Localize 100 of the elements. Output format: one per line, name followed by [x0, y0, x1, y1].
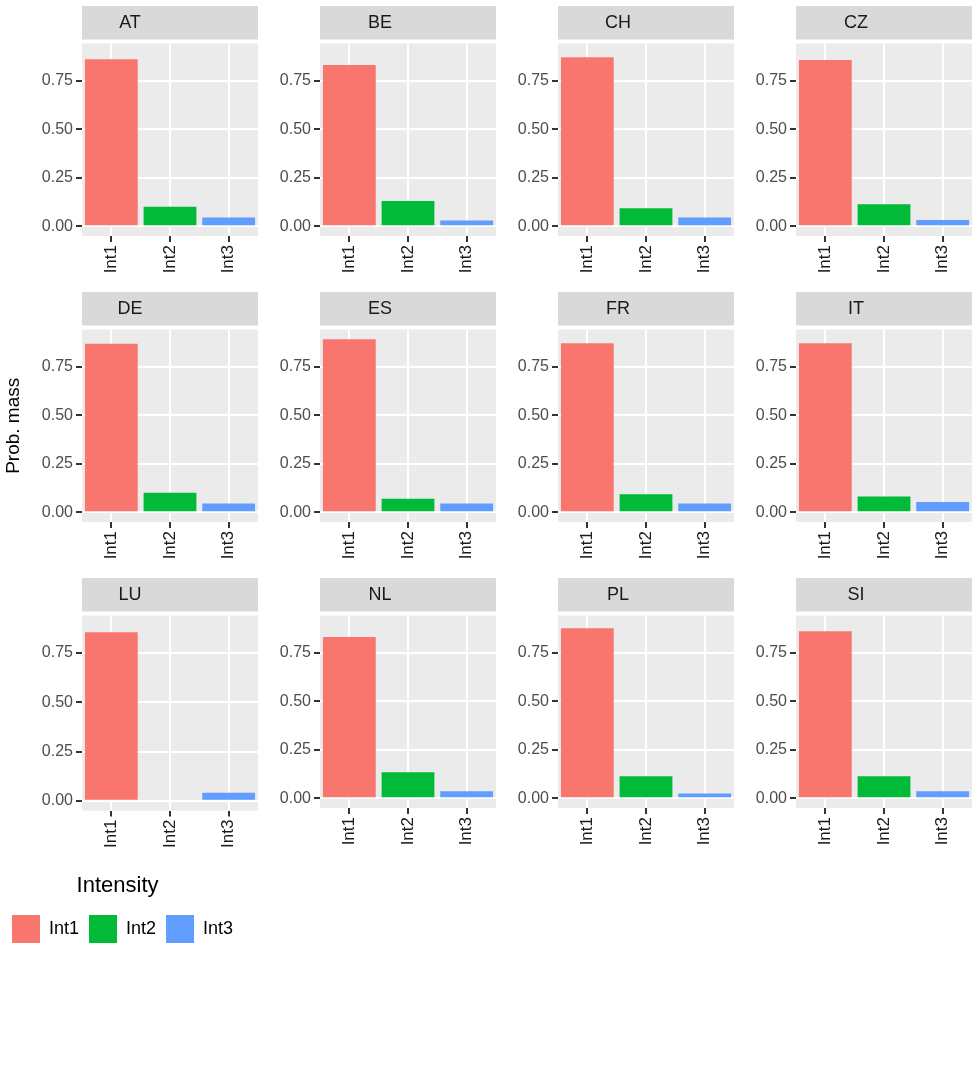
y-tick-label: 0.75 — [279, 356, 312, 374]
x-tick-label: Int1 — [815, 245, 835, 274]
y-tick-label: 0.25 — [517, 168, 550, 186]
y-tick-label: 0.25 — [279, 454, 312, 472]
y-tick-label: 0.50 — [279, 405, 312, 423]
y-tick-label: 0.00 — [279, 788, 312, 806]
bar — [798, 60, 852, 226]
y-tick-label: 0.50 — [279, 691, 312, 709]
x-tick-label: Int3 — [218, 531, 238, 560]
x-tick-label: Int1 — [101, 819, 121, 848]
x-tick-label: Int3 — [218, 819, 238, 848]
bar — [440, 503, 494, 512]
y-tick-label: 0.50 — [755, 119, 788, 137]
bar — [143, 206, 197, 226]
y-tick-label: 0.00 — [755, 788, 788, 806]
bar — [202, 503, 256, 512]
y-tick-label: 0.75 — [41, 643, 74, 661]
y-tick-label: 0.25 — [517, 740, 550, 758]
y-tick-label: 0.75 — [517, 356, 550, 374]
bar — [381, 498, 435, 512]
y-tick-label: 0.50 — [517, 119, 550, 137]
x-tick-label: Int3 — [694, 817, 714, 846]
y-tick-label: 0.25 — [755, 168, 788, 186]
bar — [857, 496, 911, 512]
bar — [857, 776, 911, 798]
chart-title: LU — [118, 583, 142, 604]
y-tick-label: 0.25 — [517, 454, 550, 472]
x-tick-label: Int1 — [815, 817, 835, 846]
y-tick-label: 0.50 — [755, 405, 788, 423]
y-tick-label: 0.75 — [279, 642, 312, 660]
bar — [84, 59, 138, 226]
y-tick-label: 0.00 — [41, 502, 74, 520]
y-tick-label: 0.75 — [517, 70, 550, 88]
y-tick-label: 0.50 — [41, 119, 74, 137]
x-tick-label: Int1 — [577, 531, 597, 560]
bar — [143, 492, 197, 512]
y-tick-label: 0.00 — [41, 216, 74, 234]
x-tick-label: Int1 — [815, 531, 835, 560]
bar — [678, 217, 732, 226]
bar — [322, 636, 376, 798]
y-tick-label: 0.50 — [41, 692, 74, 710]
y-tick-label: 0.75 — [41, 70, 74, 88]
bar — [798, 343, 852, 512]
x-tick-label: Int2 — [635, 531, 655, 560]
y-tick-label: 0.25 — [279, 168, 312, 186]
bar — [560, 343, 614, 512]
x-tick-label: Int2 — [873, 245, 893, 274]
x-tick-label: Int3 — [694, 245, 714, 274]
y-axis-title: Prob. mass — [1, 377, 23, 474]
y-tick-label: 0.75 — [755, 642, 788, 660]
y-tick-label: 0.00 — [517, 502, 550, 520]
chart-title: CH — [605, 11, 631, 32]
x-tick-label: Int3 — [218, 245, 238, 274]
bar — [440, 791, 494, 798]
x-tick-label: Int1 — [339, 817, 359, 846]
chart-title: DE — [117, 297, 143, 318]
bar — [798, 631, 852, 798]
x-tick-label: Int3 — [932, 531, 952, 560]
y-tick-label: 0.25 — [41, 741, 74, 759]
y-tick-label: 0.75 — [279, 70, 312, 88]
y-tick-label: 0.75 — [41, 356, 74, 374]
legend-label: Int1 — [49, 917, 80, 938]
bar — [381, 201, 435, 226]
x-tick-label: Int1 — [339, 245, 359, 274]
bar — [857, 204, 911, 226]
x-tick-label: Int1 — [101, 245, 121, 274]
x-tick-label: Int2 — [159, 245, 179, 274]
y-tick-label: 0.50 — [41, 405, 74, 423]
y-tick-label: 0.00 — [41, 791, 74, 809]
bar — [916, 220, 970, 226]
chart-title: SI — [847, 583, 865, 604]
legend-title: Intensity — [76, 871, 159, 897]
x-tick-label: Int2 — [397, 245, 417, 274]
y-tick-label: 0.25 — [41, 168, 74, 186]
y-tick-label: 0.25 — [755, 454, 788, 472]
x-tick-label: Int1 — [101, 531, 121, 560]
chart-title: NL — [368, 583, 392, 604]
bar — [560, 57, 614, 226]
y-tick-label: 0.50 — [755, 691, 788, 709]
y-tick-label: 0.00 — [279, 502, 312, 520]
y-tick-label: 0.00 — [279, 216, 312, 234]
chart-title: BE — [367, 11, 393, 32]
x-tick-label: Int1 — [577, 245, 597, 274]
bar — [202, 217, 256, 226]
bar — [619, 776, 673, 798]
x-tick-label: Int3 — [694, 531, 714, 560]
y-tick-label: 0.50 — [517, 405, 550, 423]
chart-title: ES — [367, 297, 393, 318]
x-tick-label: Int2 — [159, 819, 179, 848]
x-tick-label: Int3 — [456, 531, 476, 560]
y-tick-label: 0.75 — [517, 642, 550, 660]
legend-label: Int2 — [126, 917, 157, 938]
y-tick-label: 0.25 — [755, 740, 788, 758]
chart-title: IT — [848, 297, 864, 318]
y-tick-label: 0.25 — [41, 454, 74, 472]
x-tick-label: Int1 — [339, 531, 359, 560]
bar — [84, 343, 138, 512]
bar — [916, 501, 970, 512]
x-tick-label: Int3 — [456, 245, 476, 274]
y-tick-label: 0.75 — [755, 70, 788, 88]
